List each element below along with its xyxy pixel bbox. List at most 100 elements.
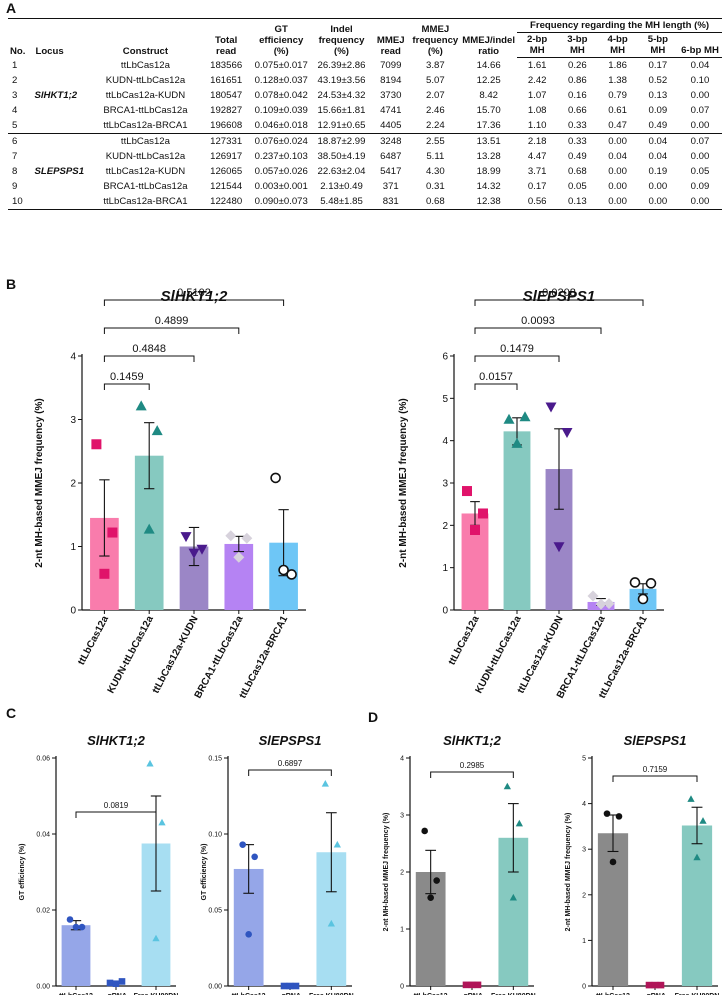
cell-mmej-frequency: 4.30 [425,166,445,177]
cell-total-read: 196608 [210,120,243,131]
cell-no: 2 [12,75,18,86]
cell-4bp-mh: 0.00 [597,194,638,210]
cell-construct: ttLbCas12a-KUDN [105,166,186,177]
cell-indel-frequency: 43.19±3.56 [317,75,366,86]
cell-gt-efficiency: 0.078±0.042 [254,90,308,101]
cell-mmej-read: 5417 [380,166,402,177]
y-tick-label: 0 [442,606,448,617]
col-header-mmej-indel-ratio: MMEJ/indel ratio [460,18,518,58]
y-tick-label: 0 [582,983,586,990]
data-point [519,411,531,422]
cell-mmej-frequency: 0.31 [425,181,445,192]
cell-3bp-mh: 0.33 [557,133,598,149]
data-point [462,486,472,497]
data-point [503,413,515,424]
cell-6bp-mh: 0.05 [690,166,710,177]
x-tick-label: ttLbCas12 [596,993,630,995]
y-tick-label: 0.04 [36,831,50,838]
cell-5bp-mh: 0.52 [648,75,668,86]
cell-gt-efficiency: 0.109±0.039 [254,105,308,116]
chart-d-slepsps1: SlEPSPS1 0 1 2 3 4 5 2-nt MH-based MMEJ frequen… [565,733,719,995]
data-point [286,569,297,580]
cell-5bp-mh: 0.00 [648,181,668,192]
p-value-label: 0.5102 [177,287,211,299]
y-axis-label: 2-nt MH-based MMEJ frequency (%) [398,398,409,567]
x-tick-label: ttLbCas12 [414,993,448,995]
table-row: 1 ttLbCas12a 183566 0.075±0.017 26.39±2.86 70… [8,58,722,74]
data-point [241,532,253,544]
col-header-total-read: Total read [201,18,251,58]
cell-construct: KUDN-ttLbCas12a [105,151,186,162]
y-axis-label: GT efficiency (%) [19,844,26,901]
col-header-6bp-mh: 6-bp MH [677,32,722,58]
cell-3bp-mh: 0.16 [568,90,587,101]
table-row: 3 SlHKT1;2 ttLbCas12a-KUDN 180547 0.078±0.04… [8,88,722,103]
cell-mmej-read: 8194 [380,75,402,86]
cell-5bp-mh: 0.13 [648,90,668,101]
cell-3bp-mh: 0.13 [557,194,598,210]
table-row: 6 ttLbCas12a 127331 0.076±0.024 18.87±2.99 32… [8,133,722,149]
x-tick-label: Free KU80DN [309,993,354,995]
data-point [462,981,470,989]
cell-construct: ttLbCas12a-KUDN [105,90,186,101]
cell-2bp-mh: 1.61 [527,60,547,71]
cell-no: 4 [12,105,18,116]
y-axis-label: 2-nt MH-based MMEJ frequency (%) [34,398,45,567]
cell-4bp-mh: 0.47 [608,120,627,131]
data-point [615,813,623,820]
cell-mmej-read: 4741 [380,105,402,116]
data-point [468,981,476,989]
cell-construct: BRCA1-ttLbCas12a [103,105,188,116]
data-point [509,893,517,901]
y-tick-label: 1 [70,542,76,553]
significance-bracket [474,327,602,334]
data-point [699,817,707,824]
col-header-no: No. [8,18,34,58]
cell-6bp-mh: 0.00 [690,151,710,162]
cell-locus: SlHKT1;2 [34,90,78,101]
data-point [146,759,154,767]
data-point [196,544,208,555]
cell-mmej-indel-ratio: 17.36 [476,120,501,131]
cell-4bp-mh: 0.00 [608,166,627,177]
y-tick-label: 0 [70,606,76,617]
significance-bracket [248,769,332,776]
cell-4bp-mh: 1.38 [608,75,627,86]
cell-mmej-frequency: 2.24 [425,120,445,131]
x-tick-label: ttLbCas12a-KUDN [151,614,201,695]
x-tick-label: ttLbCas12 [232,993,266,995]
p-value-label: 0.4899 [155,315,189,327]
panel-label-d: D [368,709,379,725]
cell-indel-frequency: 24.53±4.32 [317,90,366,101]
chart-title: SlHKT1;2 [161,288,228,305]
cell-6bp-mh: 0.10 [690,75,710,86]
results-table: No. Locus Construct Total read GT effici… [8,18,722,210]
data-point [603,598,615,610]
data-point [503,782,511,790]
y-tick-label: 3 [400,812,404,819]
table-row: 4 BRCA1-ttLbCas12a 192827 0.109±0.039 15.66±… [8,103,722,118]
x-tick-label: -gRNA [644,993,666,995]
cell-total-read: 161651 [210,75,243,86]
cell-construct: ttLbCas12a [89,133,202,149]
cell-construct: BRCA1-ttLbCas12a [103,181,188,192]
cell-5bp-mh: 0.04 [637,133,678,149]
cell-indel-frequency: 26.39±2.86 [317,59,366,71]
p-value-label: 0.4848 [132,343,166,355]
cell-locus [33,58,89,74]
cell-no: 8 [12,166,18,177]
cell-2bp-mh: 0.56 [517,194,558,210]
cell-indel-frequency: 15.66±1.81 [317,105,366,116]
x-tick-label: BRCA1-ttLbCas12a [555,614,608,701]
cell-6bp-mh: 0.00 [690,90,710,101]
table-row: 9 BRCA1-ttLbCas12a 121544 0.003±0.001 2.13±0… [8,179,722,194]
y-tick-label: 4 [582,801,586,808]
y-tick-label: 1 [442,563,448,574]
cell-mmej-read: 831 [371,194,411,210]
x-tick-label: -gRNA [105,993,127,995]
data-point [629,577,641,588]
data-point [687,795,695,802]
cell-no: 9 [12,181,18,192]
data-point [66,916,74,923]
cell-2bp-mh: 1.08 [527,105,547,116]
